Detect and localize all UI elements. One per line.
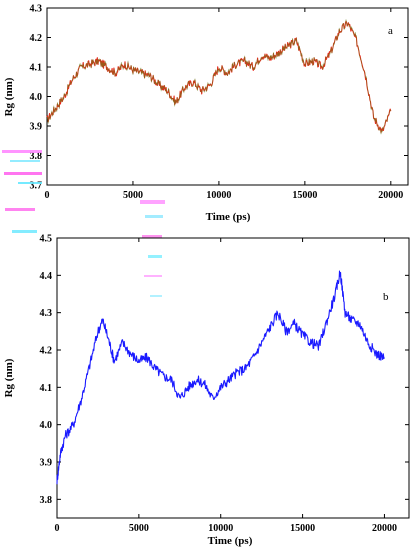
panel-a-xtick-label: 5000 [123,190,143,201]
panel-b-series-line [56,270,385,485]
panel-b-ytick-label: 4.5 [40,234,53,245]
panel-a-ylabel: Rg (nm) [3,77,15,116]
panel-a-ytick-label: 4.2 [30,33,43,44]
artifact-mark [4,172,42,175]
artifact-mark [144,275,162,277]
panel-a-ytick-label: 4.0 [30,92,43,103]
panel-b-xtick-label: 5000 [129,523,149,534]
panel-b-xtick-label: 10000 [208,523,233,534]
panel-a-ytick-label: 3.8 [30,151,43,162]
artifact-mark [148,255,162,258]
panel-b-xtick-label: 0 [55,523,60,534]
panel-a-ytick-label: 3.7 [30,181,43,192]
artifact-mark [142,235,162,238]
panel-a-xtick-label: 15000 [292,190,317,201]
panel-a-series [46,19,392,135]
panel-a-xtick-label: 10000 [206,190,231,201]
panel-a-ytick-label: 3.9 [30,122,43,133]
panel-a-ytick-label: 4.3 [30,4,43,15]
artifact-mark [150,295,162,297]
artifact-mark [2,150,42,153]
panel-a-ytick-label: 4.1 [30,63,43,74]
panel-b-ytick-label: 4.3 [40,308,53,319]
panel-b-ytick-label: 3.9 [40,458,53,469]
artifact-mark [18,182,42,184]
panel-b-xtick-label: 15000 [290,523,315,534]
panel-b-ytick-label: 4.0 [40,420,53,431]
panel-b-frame [56,237,410,519]
artifact-mark [145,215,163,218]
panel-b-letter: b [383,291,389,303]
artifact-mark [5,208,35,211]
panel-b-ylabel: Rg (nm) [3,358,15,397]
panel-b-ytick-label: 3.8 [40,495,53,506]
panel-a-letter: a [388,25,393,37]
panel-a-xlabel: Time (ps) [206,211,251,223]
panel-b-ytick-label: 4.4 [40,271,53,282]
scan-artifacts [2,150,165,297]
panel-a: 0 5000 10000 15000 20000 3.7 3.8 3.9 4.0 4.1 4.2 4.… [3,4,409,223]
panel-a-xtick-label: 0 [45,190,50,201]
artifact-mark [140,200,165,204]
panel-b-ytick-label: 4.2 [40,346,53,357]
panel-b-xlabel: Time (ps) [208,535,253,547]
panel-a-series-line [46,20,392,134]
artifact-mark [12,230,37,233]
panel-b-ticks: 0 5000 10000 15000 20000 3.8 3.9 4.0 4.1 4.2 4.3 4.… [40,234,409,534]
panel-a-ticks: 0 5000 10000 15000 20000 3.7 3.8 3.9 4.0 4.1 4.2 4.… [30,4,408,201]
panel-b-series [56,270,385,485]
artifact-mark [10,160,40,162]
panel-a-series-overlay-line [46,19,392,135]
panel-a-xtick-label: 20000 [378,190,403,201]
panel-b-xtick-label: 20000 [372,523,397,534]
panel-b: 0 5000 10000 15000 20000 3.8 3.9 4.0 4.1 4.2 4.3 4.… [3,234,410,547]
panel-b-ytick-label: 4.1 [40,383,53,394]
